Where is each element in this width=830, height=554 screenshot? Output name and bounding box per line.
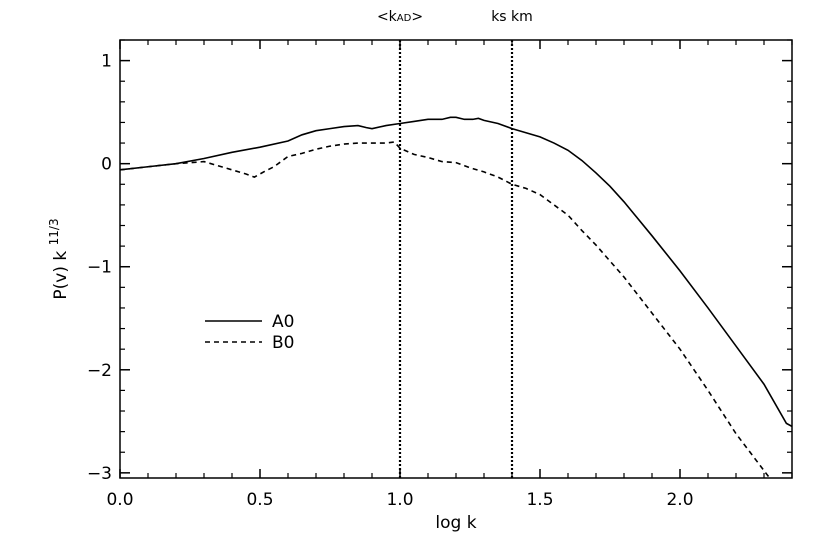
- x-tick-label: 1.5: [526, 490, 553, 510]
- y-tick-label: 1: [101, 52, 112, 72]
- x-tick-label: 0.0: [106, 490, 133, 510]
- x-tick-label: 2.0: [666, 490, 693, 510]
- reference-line-label-1: <kAD>: [377, 9, 423, 25]
- series-line-b0: [120, 141, 771, 478]
- x-tick-label: 1.0: [386, 490, 413, 510]
- reference-line-label-2: ks km: [491, 9, 533, 25]
- plot-frame: [119, 39, 793, 479]
- legend-label-a0: A0: [272, 312, 294, 332]
- x-axis-title: log k: [435, 513, 476, 533]
- y-axis-title-main: P(v) k: [51, 251, 71, 300]
- y-tick-label: −1: [87, 258, 112, 278]
- y-axis-title: P(v) k 11/3: [47, 218, 71, 299]
- y-tick-label: 0: [101, 155, 112, 175]
- legend-label-b0: B0: [272, 333, 294, 353]
- y-tick-label: −2: [87, 361, 112, 381]
- series-line-a0: [120, 116, 792, 428]
- y-axis-title-exponent: 11/3: [47, 218, 61, 245]
- x-tick-label: 0.5: [246, 490, 273, 510]
- y-tick-label: −3: [87, 464, 112, 484]
- legend: A0 B0: [205, 312, 294, 353]
